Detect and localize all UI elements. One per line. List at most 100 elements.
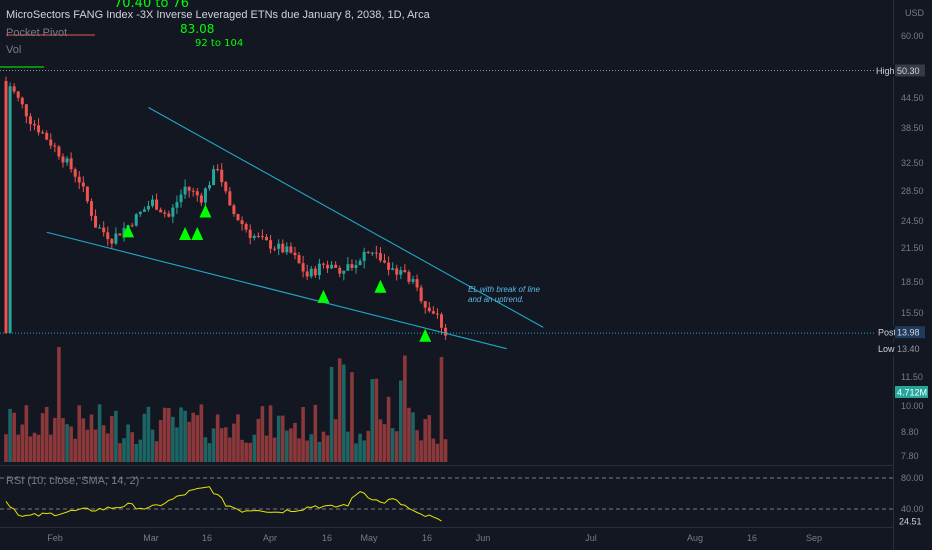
candle	[419, 284, 423, 304]
candle-body	[20, 97, 24, 105]
candle	[313, 265, 317, 278]
volume-bar	[44, 406, 49, 462]
signal-marker	[179, 227, 192, 241]
candle	[301, 255, 305, 278]
volume-bar	[114, 410, 118, 462]
candle-body	[134, 214, 138, 226]
candle-body	[224, 182, 228, 192]
candle-body	[159, 209, 163, 213]
candle	[220, 163, 224, 187]
candle	[212, 165, 216, 186]
volume-bar	[297, 438, 301, 462]
candle-body	[435, 313, 439, 315]
volume-bar	[232, 423, 236, 462]
volume-bar	[134, 443, 139, 462]
candle	[435, 308, 439, 319]
candle	[24, 103, 28, 124]
symbol-title[interactable]: MicroSectors FANG Index -3X Inverse Leve…	[6, 9, 430, 21]
post-value: 13.98	[897, 328, 920, 338]
candle	[269, 234, 273, 254]
candle-body	[374, 252, 378, 254]
candle-body	[366, 251, 370, 253]
candle	[232, 203, 236, 217]
candle-body	[354, 265, 358, 268]
candle-body	[305, 271, 309, 277]
volume-bar	[101, 425, 106, 462]
volume-bar	[36, 434, 41, 462]
volume-bar	[260, 406, 265, 462]
low-value: 13.40	[897, 344, 920, 354]
candle-body	[236, 213, 240, 221]
volume-bar	[118, 443, 122, 462]
signal-marker	[191, 227, 204, 241]
candle-body	[383, 260, 387, 263]
volume-bar	[370, 378, 375, 462]
volume-bar	[207, 443, 212, 462]
candle-body	[65, 158, 69, 163]
candle-body	[407, 272, 411, 282]
candle-body	[179, 194, 183, 203]
volume-bar	[427, 415, 432, 462]
candle	[362, 247, 366, 269]
trendline	[148, 107, 544, 328]
candle-body	[37, 125, 41, 133]
price-tick: 32.50	[901, 158, 924, 168]
candle-body	[171, 207, 175, 217]
low-label: Low	[878, 344, 895, 354]
candle	[305, 264, 309, 281]
candle-body	[208, 185, 211, 189]
candle-body	[151, 199, 155, 206]
candle	[98, 224, 102, 229]
price-tick: 18.50	[901, 277, 924, 287]
candle-body	[317, 263, 321, 276]
candle-body	[24, 104, 28, 117]
volume-bar	[81, 418, 86, 462]
candle-body	[370, 252, 374, 254]
rsi-indicator-label[interactable]: RSI (10, close, SMA, 14, 2)	[6, 475, 140, 487]
candle	[326, 260, 330, 273]
signal-marker	[317, 289, 330, 303]
candle-body	[4, 80, 8, 333]
candle	[134, 213, 138, 227]
trendline	[46, 231, 507, 350]
candle-body	[16, 91, 20, 98]
volume-bar	[244, 442, 248, 462]
candle-body	[61, 156, 65, 163]
target-label-3: 92 to 104	[195, 38, 244, 49]
volume-bar	[191, 412, 196, 462]
time-tick: Sep	[806, 533, 822, 543]
candle-body	[248, 229, 252, 238]
time-tick: 16	[202, 533, 212, 543]
time-tick: May	[360, 533, 378, 543]
volume-bar	[268, 405, 273, 462]
volume-bar	[162, 407, 167, 462]
candle-body	[260, 236, 264, 238]
low-value-bg	[895, 342, 925, 355]
candle-body	[264, 236, 268, 241]
indicator-pocket-pivot[interactable]: Pocket Pivot	[6, 27, 68, 39]
candle	[61, 153, 65, 168]
volume-bar	[394, 431, 399, 462]
candle	[415, 274, 419, 292]
candle	[138, 211, 142, 217]
candle-body	[199, 195, 203, 203]
candle	[228, 187, 232, 206]
volume-bar	[443, 439, 448, 462]
volume-bar	[313, 404, 318, 462]
price-tick: 24.50	[901, 216, 924, 226]
candle	[248, 224, 252, 245]
candle	[346, 257, 350, 271]
candle	[338, 265, 342, 278]
target-label-1: 70.40 to 76	[114, 0, 190, 11]
candle-body	[220, 169, 224, 183]
candle	[358, 258, 362, 266]
candle-body	[415, 279, 419, 288]
volume-bar	[150, 429, 155, 462]
signal-marker	[199, 204, 212, 218]
indicator-volume[interactable]: Vol	[6, 44, 22, 56]
candle-body	[187, 186, 191, 191]
volume-bar	[285, 430, 289, 462]
volume-bar	[354, 443, 358, 462]
candle-body	[212, 169, 216, 186]
